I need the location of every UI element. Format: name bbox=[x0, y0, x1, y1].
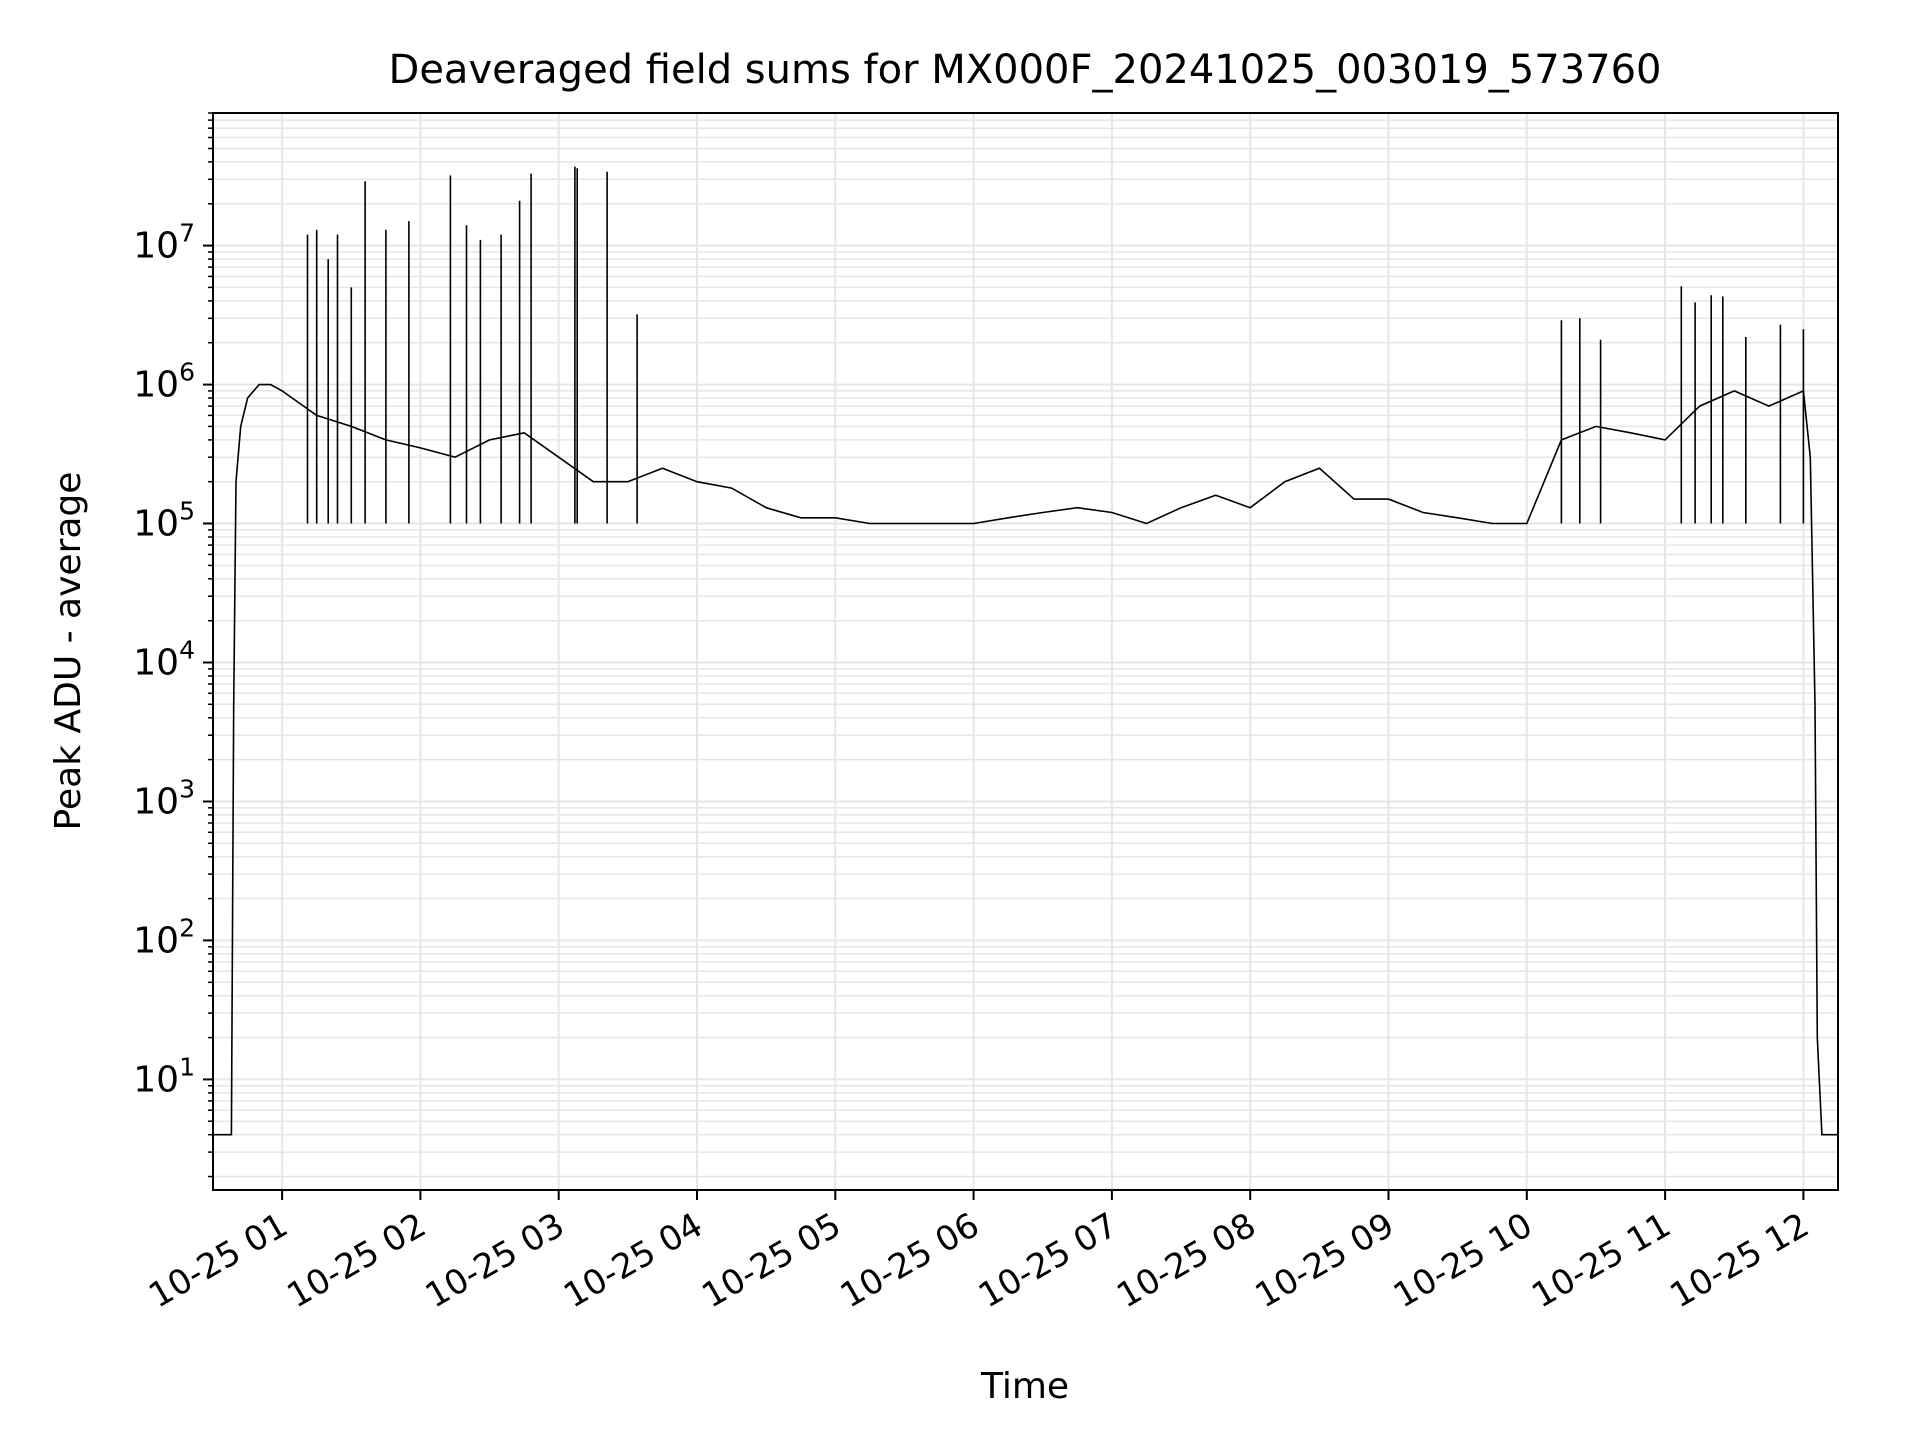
grid bbox=[213, 112, 1838, 1190]
y-tick-label: 107 bbox=[133, 219, 195, 267]
plot-frame bbox=[212, 112, 1839, 1191]
y-tick-label: 104 bbox=[133, 636, 195, 684]
x-axis-title: Time bbox=[980, 1366, 1069, 1407]
y-tick-label: 101 bbox=[133, 1052, 195, 1100]
plot-area bbox=[213, 166, 1838, 1136]
y-tick-label: 102 bbox=[133, 913, 195, 961]
chart-title: Deaveraged field sums for MX000F_2024102… bbox=[389, 47, 1662, 93]
y-tick-label: 105 bbox=[133, 497, 195, 545]
y-tick-label: 106 bbox=[133, 358, 195, 406]
y-tick-label: 103 bbox=[133, 775, 195, 823]
y-axis-title: Peak ADU - average bbox=[48, 472, 89, 831]
series-line bbox=[213, 383, 1838, 1136]
